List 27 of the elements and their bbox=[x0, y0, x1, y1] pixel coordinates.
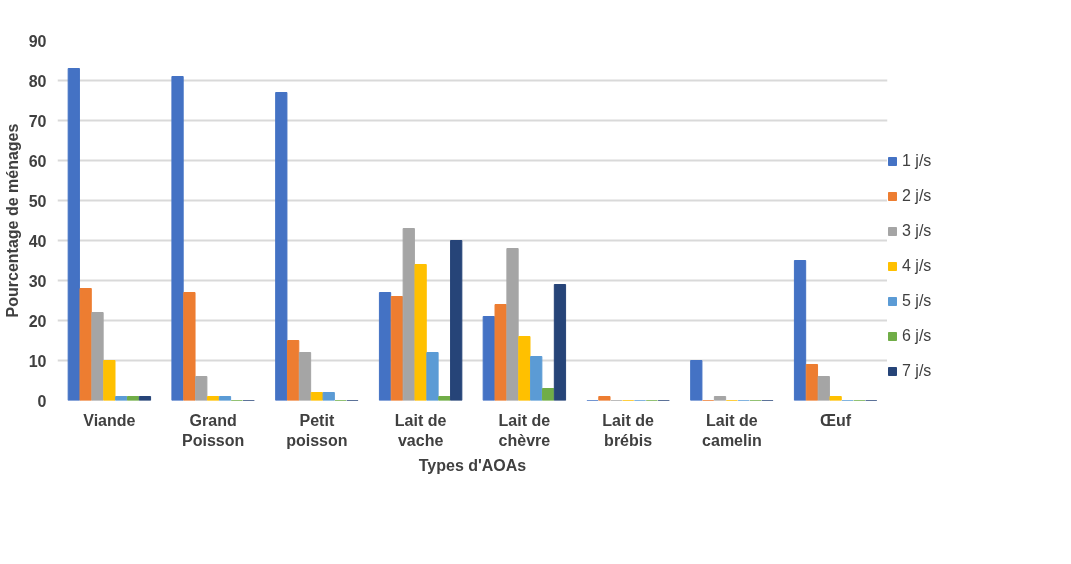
legend-label: 4 j/s bbox=[902, 257, 932, 275]
legend-label: 5 j/s bbox=[902, 292, 932, 310]
x-tick-label: Lait de vache bbox=[394, 411, 447, 449]
y-axis-title: Pourcentage de ménages bbox=[3, 123, 21, 318]
x-tick-label: Lait de brébis bbox=[602, 411, 655, 449]
y-tick-label: 30 bbox=[28, 272, 47, 290]
legend-label: 3 j/s bbox=[902, 222, 932, 240]
y-tick-label: 90 bbox=[28, 32, 47, 50]
legend-label: 7 j/s bbox=[902, 362, 932, 380]
x-tick-label: Lait de chèvre bbox=[498, 411, 551, 449]
x-axis-title: Types d'AOAs bbox=[418, 456, 527, 474]
x-tick-label: Petit poisson bbox=[286, 411, 348, 449]
x-tick-label: Lait de camelin bbox=[702, 411, 762, 449]
x-tick-label: Viande bbox=[83, 411, 136, 429]
y-tick-label: 40 bbox=[28, 232, 47, 250]
legend-label: 6 j/s bbox=[902, 327, 932, 345]
x-tick-label: Œuf bbox=[820, 411, 852, 429]
y-tick-label: 50 bbox=[28, 192, 47, 210]
y-tick-label: 10 bbox=[28, 352, 47, 370]
y-tick-label: 0 bbox=[37, 392, 47, 410]
y-tick-label: 60 bbox=[28, 152, 47, 170]
y-tick-label: 70 bbox=[28, 112, 47, 130]
legend-label: 1 j/s bbox=[902, 152, 932, 170]
legend-label: 2 j/s bbox=[902, 187, 932, 205]
y-tick-label: 20 bbox=[28, 312, 47, 330]
y-tick-label: 80 bbox=[28, 72, 47, 90]
x-tick-label: Grand Poisson bbox=[182, 411, 245, 449]
